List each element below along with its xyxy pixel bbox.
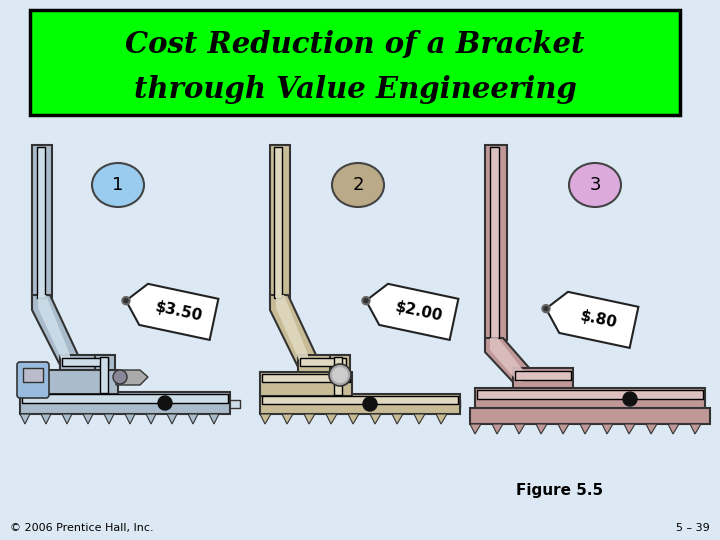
Polygon shape [209,414,219,424]
Text: 5 – 39: 5 – 39 [676,523,710,533]
Text: Cost Reduction of a Bracket: Cost Reduction of a Bracket [125,30,585,59]
FancyBboxPatch shape [515,371,571,380]
FancyBboxPatch shape [30,10,680,115]
Polygon shape [414,414,425,424]
Polygon shape [490,338,523,382]
Polygon shape [352,400,460,408]
Polygon shape [624,424,635,434]
Polygon shape [668,424,679,434]
FancyBboxPatch shape [298,355,348,375]
Circle shape [362,296,370,305]
Polygon shape [117,400,240,408]
FancyBboxPatch shape [260,394,460,414]
Polygon shape [326,414,337,424]
Polygon shape [558,424,569,434]
Text: 3: 3 [589,176,600,194]
Text: through Value Engineering: through Value Engineering [134,76,577,105]
FancyBboxPatch shape [270,145,290,300]
Polygon shape [602,424,613,434]
Polygon shape [546,292,639,348]
Polygon shape [282,414,293,424]
FancyBboxPatch shape [490,147,499,338]
Circle shape [329,364,351,386]
FancyBboxPatch shape [300,358,346,366]
Polygon shape [83,414,93,424]
Circle shape [124,299,128,302]
Polygon shape [276,295,308,367]
Text: Figure 5.5: Figure 5.5 [516,483,603,497]
Circle shape [363,397,377,411]
FancyBboxPatch shape [485,145,507,340]
FancyBboxPatch shape [23,368,43,382]
FancyBboxPatch shape [475,388,705,410]
Polygon shape [116,370,148,385]
Polygon shape [38,295,70,365]
Circle shape [113,370,127,384]
Circle shape [332,367,348,383]
Ellipse shape [92,163,144,207]
FancyBboxPatch shape [262,396,458,404]
Circle shape [542,305,550,313]
Polygon shape [188,414,198,424]
FancyBboxPatch shape [274,147,282,298]
FancyBboxPatch shape [100,357,108,393]
Polygon shape [125,414,135,424]
Polygon shape [470,424,481,434]
Polygon shape [690,424,701,434]
Polygon shape [366,284,459,340]
Ellipse shape [569,163,621,207]
Polygon shape [32,295,78,365]
Circle shape [623,392,637,406]
Polygon shape [436,414,447,424]
Text: $.80: $.80 [579,309,618,331]
Polygon shape [41,414,51,424]
FancyBboxPatch shape [513,368,573,390]
FancyBboxPatch shape [477,390,703,399]
Text: © 2006 Prentice Hall, Inc.: © 2006 Prentice Hall, Inc. [10,523,153,533]
Text: $2.00: $2.00 [394,300,444,324]
Polygon shape [536,424,547,434]
FancyBboxPatch shape [20,370,118,394]
Text: $3.50: $3.50 [153,300,204,324]
FancyBboxPatch shape [330,355,350,397]
FancyBboxPatch shape [470,408,710,424]
Polygon shape [485,338,531,382]
Polygon shape [370,414,381,424]
FancyBboxPatch shape [22,394,228,403]
Polygon shape [62,414,72,424]
Circle shape [122,296,130,305]
Polygon shape [146,414,156,424]
FancyBboxPatch shape [260,372,352,396]
Text: 1: 1 [112,176,124,194]
Polygon shape [270,295,316,367]
Polygon shape [104,414,114,424]
FancyBboxPatch shape [95,355,115,395]
FancyBboxPatch shape [262,374,350,382]
Polygon shape [492,424,503,434]
FancyBboxPatch shape [20,392,230,414]
Polygon shape [392,414,403,424]
Text: 2: 2 [352,176,364,194]
Polygon shape [167,414,177,424]
FancyBboxPatch shape [37,147,45,298]
Polygon shape [20,414,30,424]
Circle shape [544,307,548,310]
Circle shape [158,396,172,410]
Polygon shape [348,414,359,424]
Polygon shape [304,414,315,424]
FancyBboxPatch shape [60,355,110,375]
Polygon shape [646,424,657,434]
Circle shape [364,299,368,302]
FancyBboxPatch shape [32,145,52,300]
FancyBboxPatch shape [62,358,108,366]
FancyBboxPatch shape [17,362,49,398]
FancyBboxPatch shape [334,357,342,395]
Ellipse shape [332,163,384,207]
Polygon shape [580,424,591,434]
Polygon shape [514,424,525,434]
Polygon shape [126,284,218,340]
Polygon shape [260,414,271,424]
